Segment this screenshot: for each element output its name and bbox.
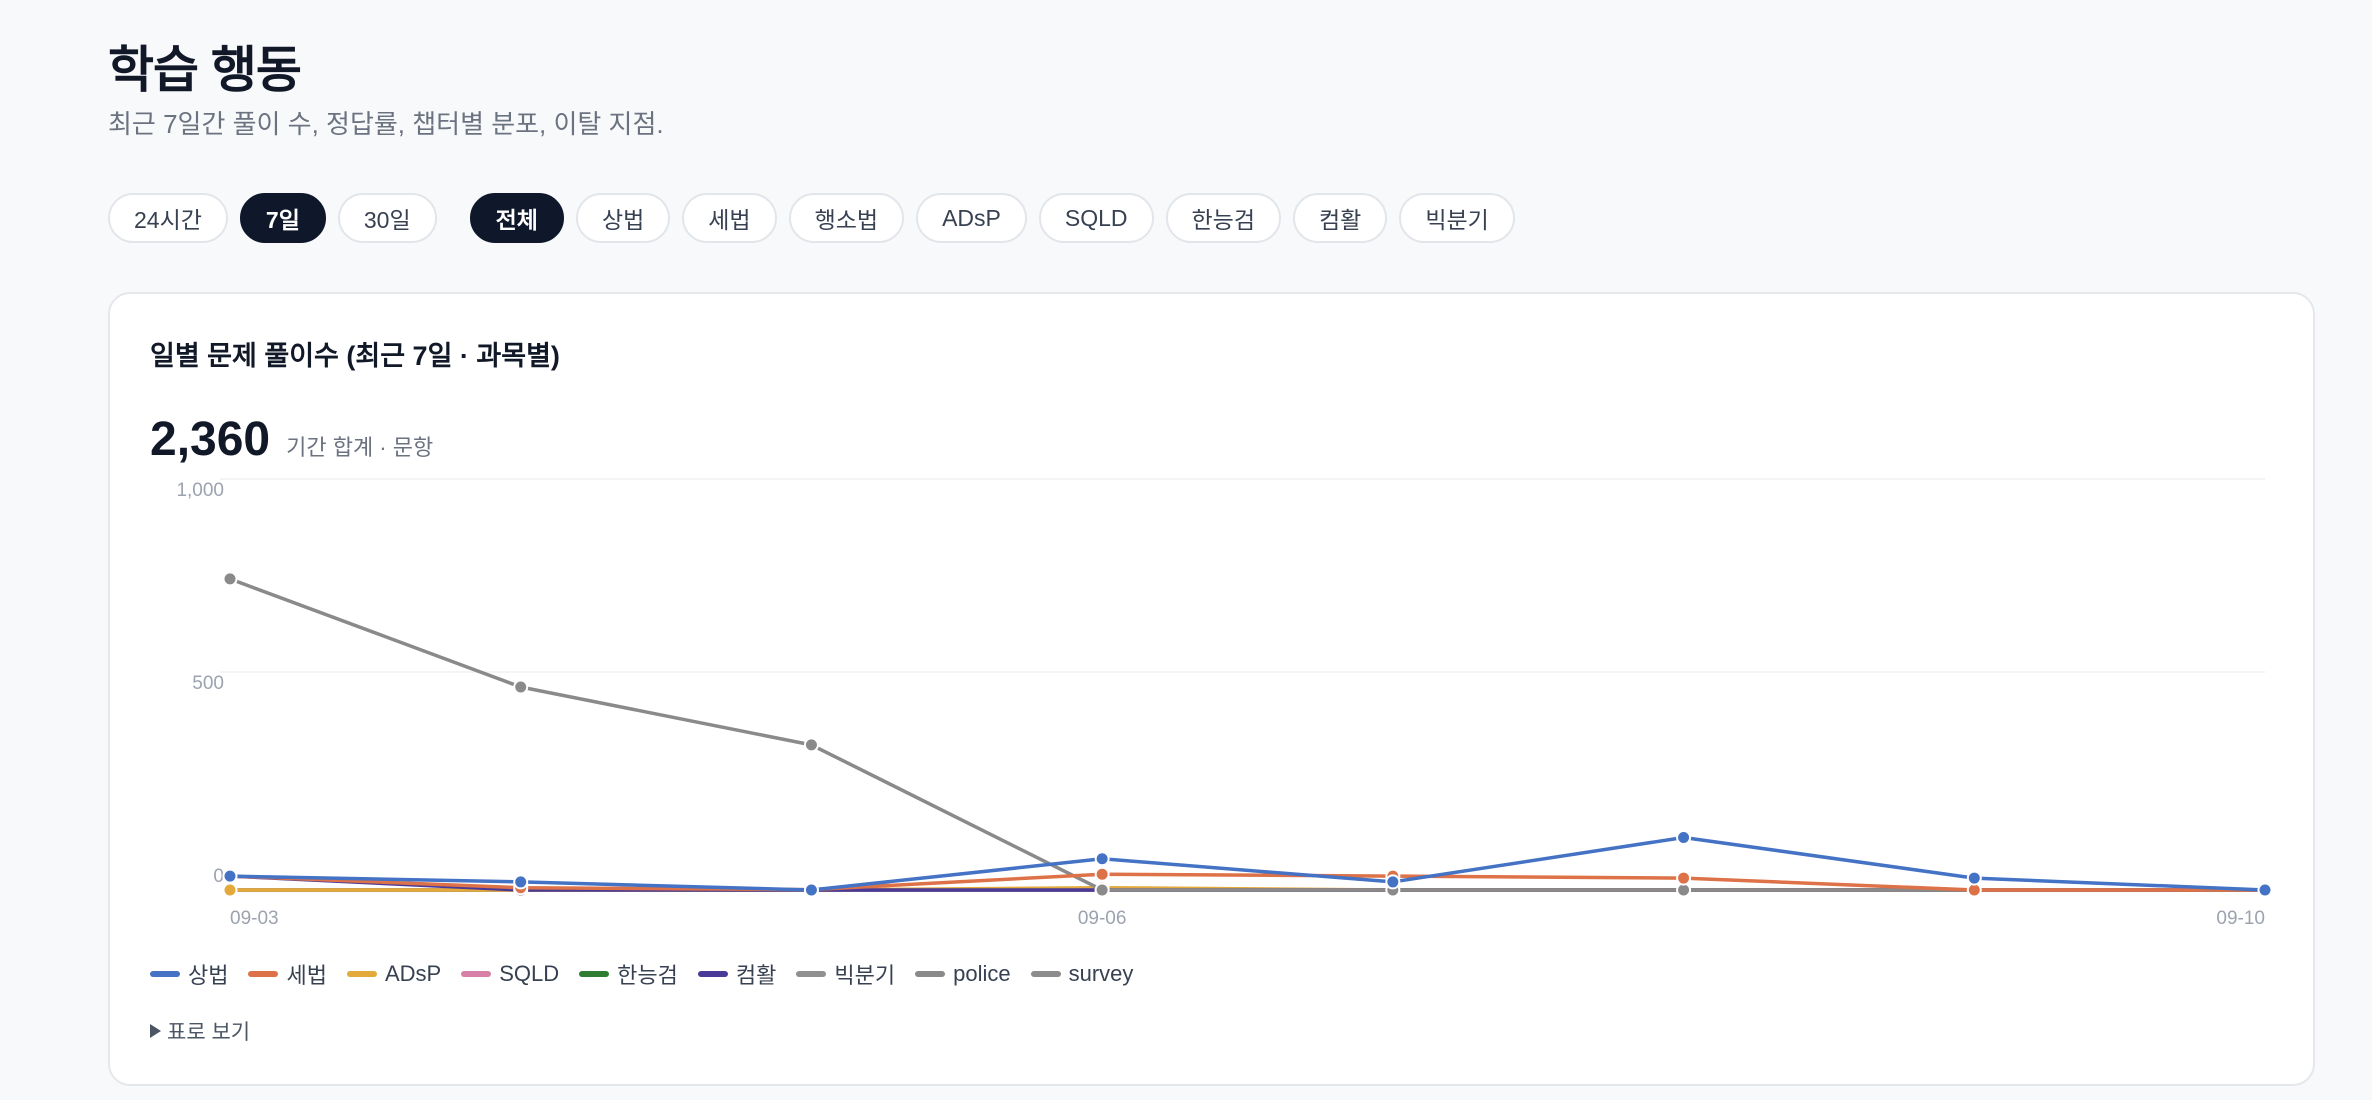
data-point [513, 679, 529, 695]
legend-label: survey [1068, 961, 1134, 986]
subject-chip-tax-law[interactable]: 세법 [682, 193, 777, 243]
legend-label: ADsP [384, 961, 442, 986]
y-tick-label: 500 [192, 673, 224, 694]
legend-item[interactable]: survey [1030, 961, 1134, 987]
legend-label: police [953, 961, 1011, 986]
subject-chip-computer-skills[interactable]: 컴활 [1293, 193, 1388, 243]
legend-swatch [796, 971, 827, 977]
subject-chip-commercial-law[interactable]: 상법 [575, 193, 671, 243]
data-point [1385, 874, 1401, 890]
chart-legend: 상법 세법 ADsP SQLD 한능검 컴활 빅분기 police survey [150, 958, 1133, 990]
show-table-label: 표로 보기 [167, 1021, 251, 1044]
data-point [803, 882, 819, 898]
period-chip-24h[interactable]: 24시간 [108, 193, 228, 243]
legend-label: 컴활 [735, 963, 777, 988]
legend-item[interactable]: 한능검 [579, 958, 678, 990]
period-chip-7d[interactable]: 7일 [239, 193, 326, 243]
x-tick-label: 09-06 [1078, 908, 1127, 929]
subject-chip-all[interactable]: 전체 [469, 193, 564, 243]
x-tick-label: 09-03 [230, 908, 279, 929]
data-point [1094, 882, 1110, 898]
legend-item[interactable]: ADsP [346, 961, 442, 987]
legend-swatch [248, 971, 279, 977]
legend-label: 한능검 [617, 963, 678, 988]
period-filter-group: 24시간 7일 30일 [108, 193, 437, 243]
legend-label: SQLD [499, 961, 560, 986]
y-tick-label: 1,000 [176, 480, 224, 501]
legend-label: 빅분기 [834, 963, 896, 988]
page-subtitle: 최근 7일간 풀이 수, 정답률, 챕터별 분포, 이탈 지점. [108, 109, 664, 139]
x-tick-label: 09-10 [2216, 908, 2265, 929]
legend-label: 상법 [188, 963, 229, 988]
data-point [1676, 870, 1692, 886]
subject-chip-adsp[interactable]: ADsP [916, 193, 1027, 243]
data-point [222, 882, 238, 898]
period-chip-30d[interactable]: 30일 [337, 193, 437, 243]
data-point [1676, 830, 1692, 846]
series-line [228, 872, 2267, 892]
line-chart: 0 500 1,000 09-03 09-06 09-10 [176, 478, 2273, 929]
subject-chip-admin-litigation[interactable]: 행소법 [788, 193, 905, 243]
legend-label: 세법 [286, 963, 327, 988]
data-point [2257, 882, 2273, 898]
legend-swatch [915, 971, 946, 977]
subject-filter-group: 전체 상법 세법 행소법 ADsP SQLD 한능검 컴활 빅분기 [469, 193, 1515, 243]
chart-title: 일별 문제 풀이수 (최근 7일 · 과목별) [150, 341, 560, 371]
data-point [513, 874, 529, 890]
legend-swatch [697, 971, 728, 977]
data-point [1966, 870, 1982, 886]
legend-item[interactable]: police [915, 961, 1011, 987]
page-title: 학습 행동 [108, 42, 302, 98]
data-point [1094, 866, 1110, 882]
data-point [803, 737, 819, 753]
total-value: 2,360 [150, 413, 271, 466]
legend-swatch [150, 971, 180, 977]
data-point [1094, 851, 1110, 867]
total-caption: 기간 합계 · 문항 [286, 435, 434, 460]
disclosure-triangle-icon [150, 1024, 161, 1038]
subject-chip-bigdata[interactable]: 빅분기 [1399, 193, 1515, 243]
daily-solves-card: 일별 문제 풀이수 (최근 7일 · 과목별) 2,360 기간 합계 · 문항… [108, 292, 2315, 1086]
legend-swatch [461, 971, 492, 977]
legend-item[interactable]: 컴활 [697, 958, 777, 990]
series-line [228, 835, 2267, 892]
series-line [228, 577, 2267, 892]
legend-item[interactable]: 상법 [150, 958, 228, 990]
subject-chip-sqld[interactable]: SQLD [1038, 193, 1154, 243]
show-table-toggle[interactable]: 표로 보기 [150, 1016, 250, 1046]
legend-item[interactable]: 세법 [248, 958, 327, 990]
legend-swatch [1030, 971, 1061, 977]
legend-swatch [346, 971, 377, 977]
data-point [222, 571, 238, 587]
data-point [222, 868, 238, 884]
legend-swatch [579, 971, 610, 977]
subject-chip-korean-history[interactable]: 한능검 [1165, 193, 1281, 243]
y-tick-label: 0 [213, 866, 224, 887]
legend-item[interactable]: SQLD [461, 961, 559, 987]
legend-item[interactable]: 빅분기 [796, 958, 895, 990]
total-metric: 2,360 기간 합계 · 문항 [150, 412, 433, 467]
filter-bar: 24시간 7일 30일 전체 상법 세법 행소법 ADsP SQLD 한능검 컴… [108, 193, 1515, 243]
